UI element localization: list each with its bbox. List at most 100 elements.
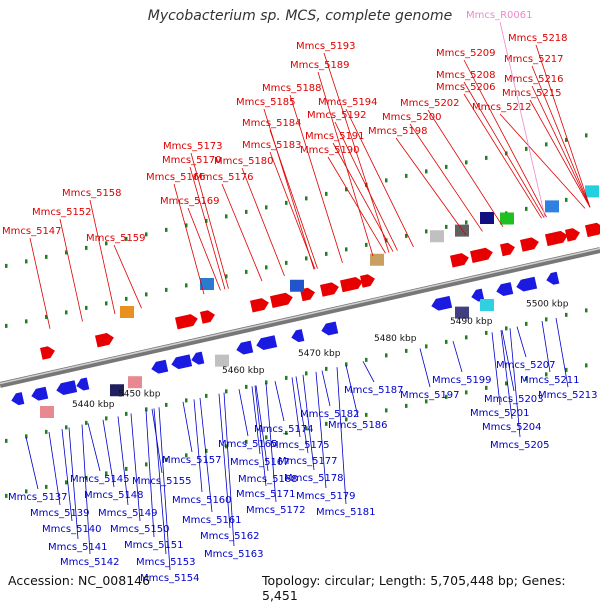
- tick-mark: [245, 209, 248, 214]
- feature-box: [370, 253, 384, 266]
- leader-line: [555, 317, 569, 388]
- reverse-gene-label: Mmcs_5139: [30, 508, 90, 519]
- forward-gene-shape: [270, 292, 293, 308]
- leader-line: [409, 123, 483, 232]
- tick-mark: [205, 393, 208, 398]
- forward-gene-label: Mmcs_5184: [242, 118, 302, 129]
- reverse-gene-label: Mmcs_5155: [132, 476, 192, 487]
- tick-mark: [185, 223, 188, 228]
- reverse-gene-label: Mmcs_5172: [246, 505, 306, 516]
- feature-box: [480, 212, 494, 224]
- reverse-gene-label: Mmcs_5174: [254, 424, 314, 435]
- tick-mark: [585, 363, 588, 368]
- leader-line: [535, 44, 591, 208]
- reverse-gene-shape: [151, 359, 169, 374]
- reverse-gene: [471, 288, 485, 302]
- tick-mark: [165, 402, 168, 407]
- reverse-gene-label: Mmcs_5204: [482, 422, 542, 433]
- tick-mark: [305, 256, 308, 261]
- tick-mark: [85, 420, 88, 425]
- feature-box: [215, 354, 229, 367]
- forward-gene-shape: [565, 228, 580, 242]
- tick-mark: [245, 439, 248, 444]
- reverse-gene-label: Mmcs_5213: [538, 390, 598, 401]
- reverse-gene-label: Mmcs_5165: [218, 439, 278, 450]
- leader-line: [499, 21, 546, 218]
- tick-mark: [225, 274, 228, 279]
- forward-gene: [270, 292, 293, 308]
- tick-mark: [385, 353, 388, 358]
- reverse-gene-label: Mmcs_5157: [162, 455, 222, 466]
- tick-mark: [205, 448, 208, 453]
- reverse-gene-shape: [191, 351, 205, 365]
- forward-gene: [175, 314, 198, 330]
- feature-box: [200, 278, 214, 290]
- topology-label: Topology: circular; Length: 5,705,448 bp…: [262, 573, 566, 603]
- tick-mark: [105, 471, 108, 476]
- reverse-gene: [496, 282, 514, 297]
- tick-mark: [585, 133, 588, 138]
- leader-line: [81, 424, 91, 555]
- reverse-gene-shape: [256, 335, 278, 351]
- tick-mark: [365, 242, 368, 247]
- forward-gene: [470, 247, 493, 263]
- reverse-gene-shape: [76, 377, 90, 391]
- feature-box: [290, 279, 304, 292]
- reverse-gene-label: Mmcs_5187: [344, 385, 404, 396]
- leader-line: [302, 374, 315, 471]
- reverse-gene-label: Mmcs_5162: [200, 531, 260, 542]
- reverse-gene: [56, 380, 78, 396]
- reverse-gene: [236, 340, 254, 355]
- tick-mark: [365, 412, 368, 417]
- tick-mark: [65, 250, 68, 255]
- reverse-gene: [11, 392, 25, 406]
- reverse-gene: [546, 271, 560, 285]
- forward-gene: [545, 230, 568, 247]
- tick-mark: [565, 137, 568, 142]
- reverse-gene: [291, 329, 305, 343]
- tick-mark: [365, 182, 368, 187]
- forward-gene: [40, 346, 55, 360]
- leader-line: [102, 419, 115, 488]
- reverse-gene: [76, 377, 90, 391]
- leader-line: [516, 326, 527, 358]
- forward-gene-label: Mmcs_5191: [305, 131, 365, 142]
- tick-mark: [405, 233, 408, 238]
- leader-line: [289, 94, 343, 264]
- leader-line: [130, 413, 141, 522]
- tick-mark: [25, 259, 28, 264]
- reverse-gene-label: Mmcs_5197: [400, 390, 460, 401]
- leader-line: [190, 152, 229, 289]
- scale-label: 5460 kbp: [222, 366, 265, 376]
- forward-gene-label: Mmcs_5192: [307, 110, 367, 121]
- tick-mark: [265, 435, 268, 440]
- tick-mark: [165, 457, 168, 462]
- tick-mark: [25, 319, 28, 324]
- tick-mark: [65, 310, 68, 315]
- forward-gene-label: Mmcs_5212: [472, 102, 532, 113]
- leader-line: [113, 244, 142, 309]
- leader-line: [189, 166, 226, 290]
- reverse-gene-label: Mmcs_5167: [230, 457, 290, 468]
- feature-box: [40, 406, 54, 418]
- tick-mark: [45, 254, 48, 259]
- reverse-gene-label: Mmcs_5177: [278, 456, 338, 467]
- leader-line: [501, 329, 515, 392]
- reverse-gene-label: Mmcs_5140: [42, 524, 102, 535]
- leader-line: [218, 393, 231, 529]
- tick-mark: [385, 238, 388, 243]
- leader-line: [238, 389, 249, 437]
- reverse-gene-label: Mmcs_5199: [432, 375, 492, 386]
- leader-line: [59, 218, 83, 322]
- forward-gene: [500, 242, 515, 257]
- tick-mark: [505, 381, 508, 386]
- tick-mark: [85, 475, 88, 480]
- tick-mark: [325, 251, 328, 256]
- reverse-gene-label: Mmcs_5186: [328, 420, 388, 431]
- tick-mark: [85, 305, 88, 310]
- tick-mark: [5, 323, 8, 328]
- reverse-gene-label: Mmcs_5205: [490, 440, 550, 451]
- forward-gene-shape: [250, 298, 269, 313]
- leader-line: [500, 330, 513, 420]
- forward-gene-shape: [40, 346, 55, 360]
